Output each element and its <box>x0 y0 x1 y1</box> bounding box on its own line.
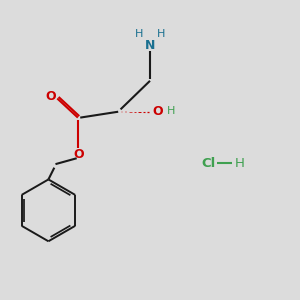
Text: N: N <box>145 39 155 52</box>
Text: O: O <box>46 91 56 103</box>
Text: H: H <box>167 106 175 116</box>
Text: H: H <box>157 29 165 39</box>
Text: O: O <box>153 105 163 118</box>
Text: H: H <box>135 29 143 39</box>
Text: H: H <box>235 157 245 170</box>
Text: Cl: Cl <box>202 157 216 170</box>
Text: O: O <box>73 148 84 161</box>
